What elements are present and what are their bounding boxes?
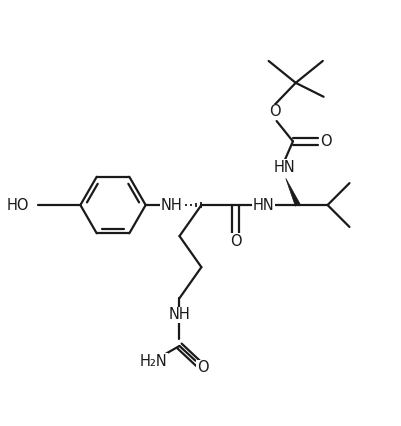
Text: H₂N: H₂N	[140, 354, 168, 368]
Text: NH: NH	[161, 198, 182, 213]
Text: HN: HN	[253, 198, 275, 213]
Polygon shape	[286, 178, 300, 206]
Text: HO: HO	[7, 198, 29, 213]
Text: O: O	[230, 234, 242, 249]
Text: O: O	[320, 134, 331, 149]
Text: NH: NH	[168, 308, 190, 322]
Text: O: O	[269, 104, 281, 119]
Text: HN: HN	[274, 160, 296, 175]
Text: O: O	[197, 360, 209, 375]
